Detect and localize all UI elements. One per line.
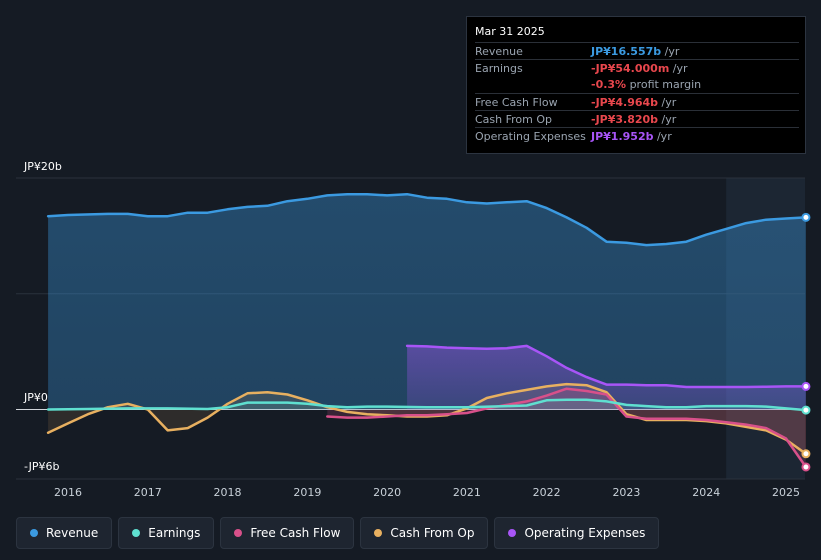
x-tick-label: 2018 [214,486,242,499]
revenue-line [46,192,808,247]
tooltip-row-revenue: Revenue JP¥16.557b /yr [475,42,799,59]
legend-label: Revenue [46,526,99,540]
tooltip-date: Mar 31 2025 [475,25,545,38]
legend-free-cash-flow[interactable]: Free Cash Flow [220,517,355,549]
y-axis-zero-label: JP¥0 [24,391,48,404]
earnings-end-marker [801,405,811,415]
legend-dot-icon [132,529,141,537]
y-axis-top-label: JP¥20b [24,160,62,173]
tooltip-value: -JP¥54.000m /yr [591,62,688,75]
x-axis: 2016 2017 2018 2019 2020 2021 2022 2023 2024 2025 [54,486,800,499]
tooltip-label: Free Cash Flow [475,96,558,109]
legend-earnings[interactable]: Earnings [118,517,215,549]
tooltip-label: Cash From Op [475,113,553,126]
tooltip-label: Revenue [475,45,523,58]
legend-dot-icon [234,529,243,537]
data-tooltip: Mar 31 2025 Revenue JP¥16.557b /yr Earni… [466,16,806,154]
free-cash-flow-end-marker [801,462,811,472]
revenue-end-marker [801,212,811,222]
tooltip-value: JP¥1.952b /yr [591,130,672,143]
free-cash-flow-area [327,388,806,467]
tooltip-row-profit-margin: -0.3% profit margin [475,76,799,93]
operating-expenses-line [405,344,808,389]
x-tick-label: 2016 [54,486,82,499]
tooltip-value: -0.3% profit margin [591,78,702,91]
tooltip-row-cash-from-op: Cash From Op -JP¥3.820b /yr [475,110,799,127]
x-tick-label: 2020 [373,486,401,499]
tooltip-value: -JP¥3.820b /yr [591,113,677,126]
legend-operating-expenses[interactable]: Operating Expenses [494,517,660,549]
tooltip-row-earnings: Earnings -JP¥54.000m /yr [475,59,799,76]
chart-legend: Revenue Earnings Free Cash Flow Cash Fro… [16,517,660,549]
x-tick-label: 2022 [533,486,561,499]
legend-label: Earnings [148,526,201,540]
cash-from-op-area [48,384,806,454]
legend-label: Operating Expenses [524,526,646,540]
tooltip-label: Earnings [475,62,523,75]
x-tick-label: 2021 [453,486,481,499]
chart-end-markers [801,212,811,472]
legend-dot-icon [374,529,383,537]
x-tick-label: 2017 [134,486,162,499]
earnings-area [48,399,806,411]
tooltip-label: Operating Expenses [475,130,586,143]
legend-dot-icon [30,529,38,537]
legend-label: Free Cash Flow [250,526,341,540]
earnings-line [46,398,808,412]
x-tick-label: 2025 [772,486,800,499]
operating-expenses-end-marker [801,381,811,391]
y-axis-bottom-label: -JP¥6b [24,460,60,473]
tooltip-row-operating-expenses: Operating Expenses JP¥1.952b /yr [475,127,799,144]
x-tick-label: 2023 [612,486,640,499]
x-tick-label: 2024 [692,486,720,499]
tooltip-value: -JP¥4.964b /yr [591,96,677,109]
legend-dot-icon [508,529,517,537]
chart-lines [46,192,808,469]
financial-chart: 2016 2017 2018 2019 2020 2021 2022 2023 2024 2025 [16,177,811,499]
legend-revenue[interactable]: Revenue [16,517,113,549]
legend-cash-from-op[interactable]: Cash From Op [360,517,489,549]
legend-label: Cash From Op [390,526,475,540]
free-cash-flow-line [326,387,808,469]
chart-areas [48,194,806,467]
x-tick-label: 2019 [293,486,321,499]
tooltip-row-free-cash-flow: Free Cash Flow -JP¥4.964b /yr [475,93,799,110]
tooltip-value: JP¥16.557b /yr [591,45,680,58]
revenue-area [48,194,806,410]
cash-from-op-end-marker [801,449,811,459]
